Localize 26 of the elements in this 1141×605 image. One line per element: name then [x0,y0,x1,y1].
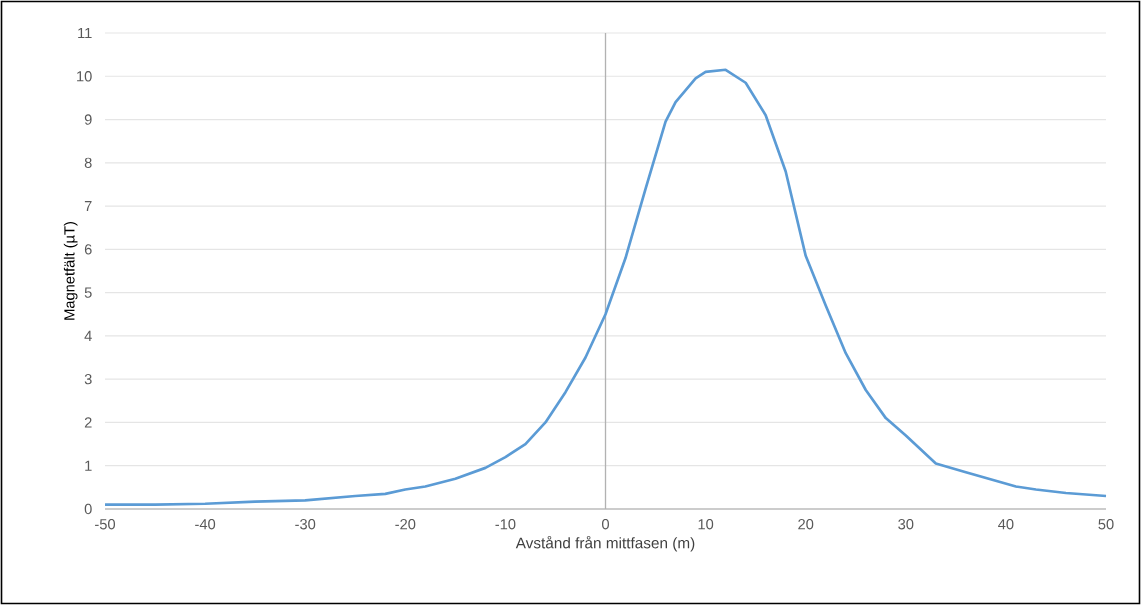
x-tick-label: 0 [601,519,609,530]
line-series [103,68,1108,506]
x-tick-label: 40 [998,519,1014,530]
x-tick-label: -50 [95,519,116,530]
y-tick-label: 3 [84,373,92,385]
y-tick-label: 9 [84,114,92,125]
y-tick-label: 7 [84,201,92,212]
x-tick-label: 30 [898,519,914,530]
x-tick-label: -10 [495,519,516,530]
x-tick-label: 10 [698,519,714,530]
x-tick-label: -30 [295,519,316,530]
y-tick-label: 4 [84,330,92,341]
x-tick-label: -20 [395,519,416,530]
y-tick-label: 2 [84,417,92,428]
x-tick-label: 50 [1098,519,1114,530]
y-axis-title: Magnetfält (µT) [63,222,78,320]
x-tick-label: -40 [195,519,216,530]
x-axis-title: Avstånd från mittfasen (m) [515,535,695,552]
y-tick-label: 10 [77,71,92,82]
y-tick-label: 1 [85,460,92,471]
y-tick-label: 0 [84,503,92,515]
x-tick-label: 20 [798,519,814,530]
y-tick-label: 11 [78,27,92,39]
y-tick-label: 8 [84,157,92,168]
y-tick-label: 6 [84,244,92,255]
y-tick-label: 5 [84,287,92,298]
